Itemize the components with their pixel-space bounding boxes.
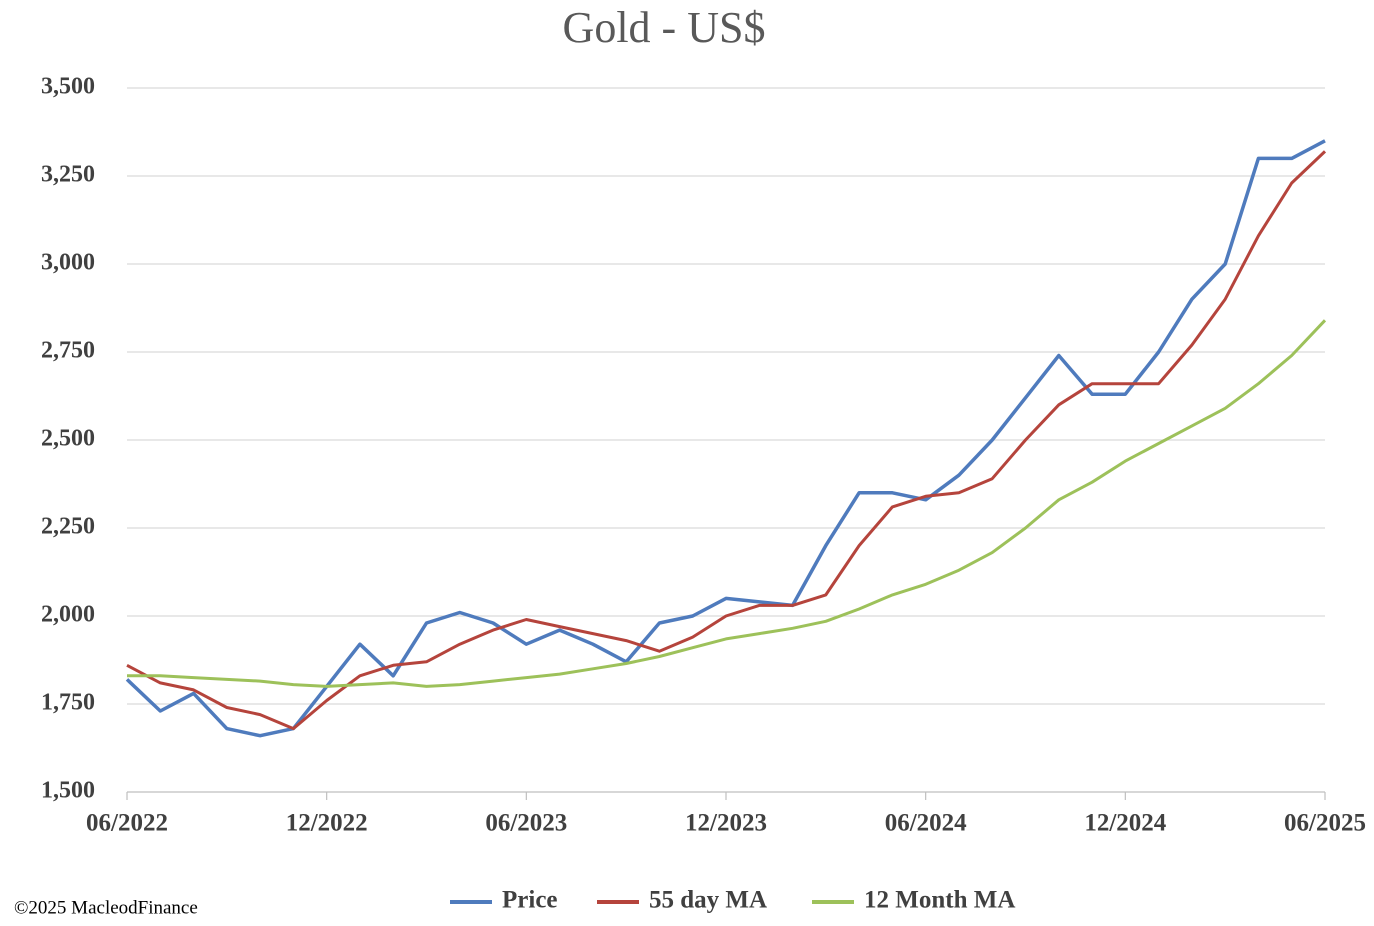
y-tick-label: 2,500 — [41, 426, 95, 452]
y-tick-label: 1,500 — [41, 778, 95, 804]
footer: ©2025 MacleodFinance — [14, 897, 198, 918]
series-line — [125, 139, 1326, 738]
y-tick-label: 2,750 — [41, 338, 95, 364]
x-tick-label: 12/2023 — [685, 810, 767, 837]
x-tick-label: 12/2022 — [286, 810, 368, 837]
series-line — [127, 319, 1327, 688]
chart-title: Gold - US$ — [563, 3, 766, 52]
legend-label: Price — [502, 887, 558, 914]
y-tick-label: 2,250 — [41, 514, 95, 540]
legend-label: 12 Month MA — [864, 887, 1015, 914]
series-line — [126, 150, 1327, 731]
legend-label: 55 day MA — [649, 887, 767, 914]
y-tick-label: 3,000 — [41, 250, 95, 276]
y-tick-label: 1,750 — [41, 690, 95, 716]
x-tick-label: 06/2025 — [1284, 810, 1366, 837]
y-tick-label: 3,500 — [41, 74, 95, 100]
y-tick-label: 3,250 — [41, 162, 95, 188]
x-tick-label: 06/2023 — [485, 810, 567, 837]
y-tick-label: 2,000 — [41, 602, 95, 628]
x-tick-label: 12/2024 — [1084, 810, 1166, 837]
x-tick-label: 06/2024 — [885, 810, 967, 837]
x-tick-label: 06/2022 — [86, 810, 168, 837]
